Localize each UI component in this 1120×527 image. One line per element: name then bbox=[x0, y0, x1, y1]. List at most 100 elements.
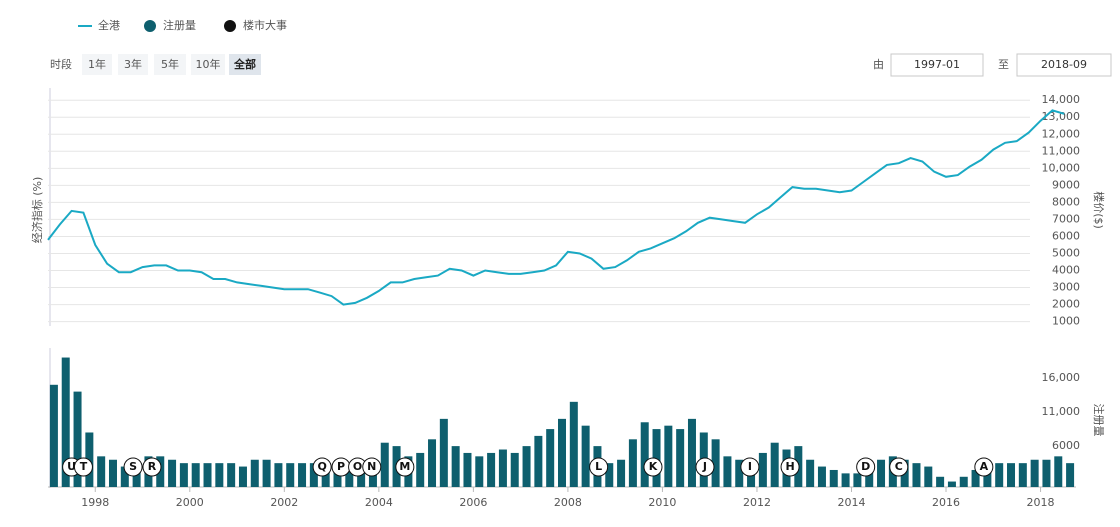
bar bbox=[687, 418, 696, 487]
event-label: O bbox=[353, 460, 362, 473]
event-marker bbox=[740, 457, 760, 477]
period-button[interactable] bbox=[154, 54, 186, 75]
bar bbox=[345, 469, 354, 487]
bar bbox=[428, 439, 437, 487]
from-input[interactable] bbox=[890, 53, 984, 77]
event-label: C bbox=[895, 460, 903, 473]
event-label: T bbox=[80, 460, 88, 473]
period-button[interactable] bbox=[82, 54, 112, 75]
bar bbox=[652, 429, 661, 487]
y-tick-label: 13,000 bbox=[1042, 110, 1081, 123]
bar bbox=[168, 459, 177, 487]
event-marker bbox=[123, 457, 143, 477]
bar bbox=[711, 439, 720, 487]
x-tick-label: 2002 bbox=[270, 496, 298, 509]
bar bbox=[274, 463, 283, 487]
event-marker bbox=[643, 457, 663, 477]
to-input[interactable] bbox=[1016, 53, 1112, 77]
x-tick-label: 2012 bbox=[743, 496, 771, 509]
legend-label[interactable]: 楼市大事 bbox=[243, 18, 287, 32]
bar bbox=[73, 391, 82, 487]
bar bbox=[534, 435, 543, 487]
x-tick-label: 2006 bbox=[459, 496, 487, 509]
event-marker bbox=[974, 457, 994, 477]
event-label: D bbox=[861, 460, 870, 473]
bar bbox=[1066, 463, 1075, 487]
bar bbox=[286, 463, 295, 487]
bar bbox=[747, 466, 756, 487]
bar bbox=[924, 466, 933, 487]
event-label: L bbox=[595, 460, 602, 473]
y-tick-label: 16,000 bbox=[1042, 371, 1081, 384]
bar bbox=[936, 476, 945, 487]
bar bbox=[49, 384, 58, 487]
event-label: N bbox=[367, 460, 376, 473]
period-label: 时段 bbox=[50, 57, 72, 71]
bar bbox=[1042, 459, 1051, 487]
period-button-label[interactable]: 全部 bbox=[233, 57, 256, 71]
period-button-label[interactable]: 1年 bbox=[88, 57, 106, 71]
event-marker bbox=[889, 457, 909, 477]
bar bbox=[1018, 463, 1027, 487]
y-tick-label: 12,000 bbox=[1042, 127, 1081, 140]
price-line bbox=[47, 109, 1065, 306]
bar bbox=[439, 418, 448, 487]
bar bbox=[947, 481, 956, 487]
event-label: K bbox=[649, 460, 658, 473]
period-button[interactable] bbox=[229, 54, 261, 75]
x-tick-label: 2014 bbox=[837, 496, 865, 509]
bar bbox=[912, 463, 921, 487]
from-value[interactable]: 1997-01 bbox=[914, 58, 960, 71]
event-marker bbox=[142, 457, 162, 477]
bar bbox=[120, 466, 129, 487]
bar bbox=[380, 442, 389, 487]
to-value[interactable]: 2018-09 bbox=[1041, 58, 1087, 71]
x-tick-label: 2010 bbox=[648, 496, 676, 509]
bar bbox=[829, 469, 838, 487]
to-label: 至 bbox=[998, 58, 1009, 71]
event-label: Q bbox=[317, 460, 326, 473]
y-axis-title-left: 经济指标 (%) bbox=[30, 177, 44, 244]
bar bbox=[758, 452, 767, 487]
event-label: A bbox=[980, 460, 989, 473]
bar bbox=[770, 442, 779, 487]
bar bbox=[605, 463, 614, 487]
y-tick-label: 11,000 bbox=[1042, 405, 1081, 418]
bar bbox=[806, 459, 815, 487]
period-button-label[interactable]: 3年 bbox=[124, 57, 142, 71]
bar bbox=[522, 446, 531, 487]
bar bbox=[971, 469, 980, 487]
from-label: 由 bbox=[873, 57, 884, 71]
period-button[interactable] bbox=[191, 54, 225, 75]
bar bbox=[309, 463, 318, 487]
period-button-label[interactable]: 10年 bbox=[196, 57, 221, 71]
y-tick-label: 8000 bbox=[1052, 195, 1080, 208]
bar bbox=[676, 429, 685, 487]
bar bbox=[227, 463, 236, 487]
event-label: U bbox=[67, 460, 76, 473]
bar bbox=[487, 452, 496, 487]
period-button-label[interactable]: 5年 bbox=[161, 57, 179, 71]
y-tick-label: 7000 bbox=[1052, 212, 1080, 225]
bar bbox=[664, 425, 673, 487]
legend-label[interactable]: 注册量 bbox=[163, 18, 196, 32]
y-tick-label: 14,000 bbox=[1042, 93, 1081, 106]
x-tick-label: 2008 bbox=[554, 496, 582, 509]
bar bbox=[298, 463, 307, 487]
event-marker bbox=[312, 457, 332, 477]
legend-label[interactable]: 全港 bbox=[98, 18, 120, 32]
bar bbox=[250, 459, 259, 487]
bar bbox=[995, 463, 1004, 487]
event-marker bbox=[395, 457, 415, 477]
bar bbox=[357, 466, 366, 487]
bar bbox=[97, 456, 106, 487]
bar bbox=[581, 425, 590, 487]
bar bbox=[463, 452, 472, 487]
bar bbox=[203, 463, 212, 487]
y-tick-label: 6000 bbox=[1052, 229, 1080, 242]
bar bbox=[498, 449, 507, 487]
bar bbox=[333, 466, 342, 487]
event-marker bbox=[695, 457, 715, 477]
period-button[interactable] bbox=[118, 54, 148, 75]
x-tick-label: 2018 bbox=[1027, 496, 1055, 509]
